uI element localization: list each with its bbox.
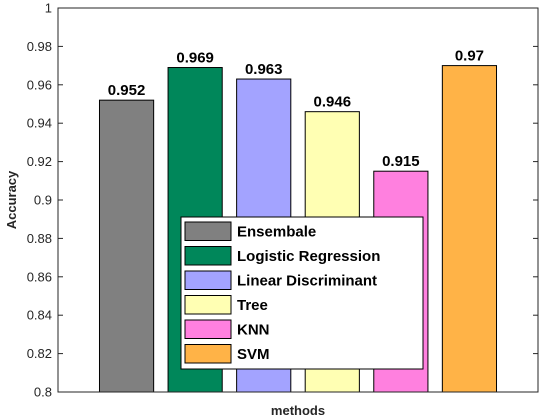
legend-label-5: KNN	[237, 322, 270, 339]
x-axis-label: methods	[271, 403, 325, 418]
data-labels-group: 0.952 0.969 0.963 0.946 0.915 0.97	[108, 48, 484, 171]
y-tick-label-2: 0.82	[27, 346, 52, 361]
y-axis-label: Accuracy	[4, 170, 19, 229]
y-ticks-group: 0.8 0.82 0.84 0.86 0.88 0.9 0.92 0.94 0.96 0.98 1	[27, 1, 538, 400]
y-tick-label-7: 0.92	[27, 154, 52, 169]
legend-swatch-4	[184, 295, 232, 315]
y-tick-label-3: 0.84	[27, 308, 52, 323]
y-tick-label-9: 0.96	[27, 77, 52, 92]
y-tick-label-8: 0.94	[27, 116, 52, 131]
legend-box	[180, 216, 424, 370]
data-label-5: 0.915	[382, 153, 420, 170]
data-label-4: 0.946	[314, 94, 352, 111]
data-label-3: 0.963	[245, 61, 283, 78]
legend-swatch-1	[184, 221, 232, 241]
y-tick-label-11: 1	[45, 1, 52, 16]
legend-label-2: Logistic Regression	[237, 248, 380, 265]
y-tick-label-5: 0.88	[27, 231, 52, 246]
y-tick-label-4: 0.86	[27, 269, 52, 284]
legend-swatch-6	[184, 344, 232, 364]
bar-1	[98, 99, 155, 393]
legend: Ensembale Logistic Regression Linear Discr…	[180, 216, 424, 370]
legend-label-3: Linear Discriminant	[237, 273, 377, 290]
y-tick-label-10: 0.98	[27, 39, 52, 54]
legend-swatch-5	[184, 319, 232, 339]
bar-6	[441, 65, 498, 393]
data-label-2: 0.969	[176, 50, 214, 67]
y-tick-label-1: 0.8	[34, 385, 52, 400]
legend-label-4: Tree	[237, 297, 268, 314]
y-tick-label-6: 0.9	[34, 193, 52, 208]
data-label-1: 0.952	[108, 82, 146, 99]
legend-swatch-3	[184, 270, 232, 290]
legend-label-1: Ensembale	[237, 224, 316, 241]
legend-swatch-2	[184, 246, 232, 266]
legend-label-6: SVM	[237, 346, 270, 363]
data-label-6: 0.97	[455, 48, 484, 65]
